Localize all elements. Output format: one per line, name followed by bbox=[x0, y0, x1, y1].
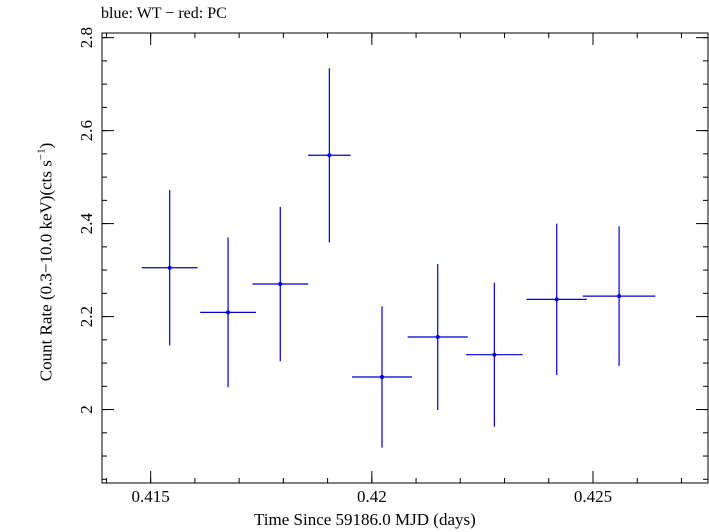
x-tick-label: 0.415 bbox=[132, 487, 170, 506]
data-point bbox=[526, 223, 587, 376]
y-axis-label: Count Rate (0.3−10.0 keV)(cts s−1) bbox=[36, 143, 57, 382]
data-marker bbox=[327, 153, 332, 158]
x-tick-label: 0.42 bbox=[357, 487, 387, 506]
y-tick-label: 2 bbox=[77, 405, 96, 414]
x-tick-label: 0.425 bbox=[574, 487, 612, 506]
data-point bbox=[351, 306, 413, 448]
data-marker bbox=[617, 294, 622, 299]
data-marker bbox=[435, 335, 440, 340]
chart-title: blue: WT − red: PC bbox=[101, 5, 227, 22]
y-tick-label: 2.2 bbox=[77, 306, 96, 327]
data-marker bbox=[492, 352, 497, 357]
y-axis-label-main: Count Rate (0.3−10.0 keV)(cts s bbox=[36, 160, 56, 382]
data-point bbox=[466, 282, 523, 427]
y-tick-label: 2.4 bbox=[77, 212, 96, 234]
data-marker bbox=[278, 282, 283, 287]
data-marker bbox=[554, 297, 559, 302]
tick-labels: 0.415 0.42 0.425 2 2.2 2.4 2.6 2.8 bbox=[77, 27, 612, 506]
data-marker bbox=[167, 265, 172, 270]
data-point bbox=[200, 237, 256, 388]
y-tick-label: 2.6 bbox=[77, 120, 96, 141]
y-axis-label-close: ) bbox=[36, 142, 56, 149]
y-axis-label-exponent: −1 bbox=[35, 148, 48, 161]
data-point bbox=[582, 226, 656, 366]
data-series bbox=[141, 68, 656, 448]
data-point bbox=[407, 264, 468, 411]
x-axis-label: Time Since 59186.0 MJD (days) bbox=[254, 510, 476, 529]
data-point bbox=[308, 68, 351, 243]
y-tick-label: 2.8 bbox=[77, 27, 96, 48]
axis-ticks bbox=[102, 33, 708, 483]
plot-frame bbox=[101, 32, 709, 484]
data-point bbox=[141, 190, 198, 346]
data-point bbox=[252, 206, 309, 362]
data-marker bbox=[379, 375, 384, 380]
data-marker bbox=[226, 310, 231, 315]
